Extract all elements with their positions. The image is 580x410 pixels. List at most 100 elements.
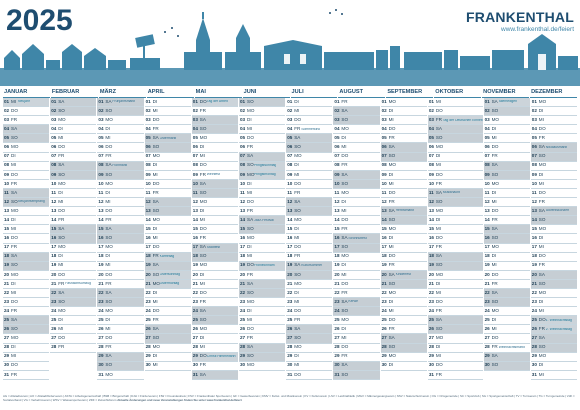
day-cell[interactable]: 22 MI (3, 289, 50, 299)
day-cell[interactable]: 18 DI (50, 253, 97, 262)
day-cell[interactable]: 02 SO (483, 107, 530, 117)
day-cell[interactable]: 14 FR (50, 216, 97, 226)
day-cell[interactable]: 31 FR (427, 371, 483, 380)
day-cell[interactable]: 30 SO (483, 361, 530, 371)
day-cell[interactable]: 12 MI (483, 198, 530, 208)
day-cell[interactable]: 15 MO (380, 225, 427, 235)
day-cell[interactable]: 18 DI (483, 253, 530, 262)
day-cell[interactable]: 13 SO (286, 207, 333, 217)
day-cell[interactable]: 02 DO (427, 107, 483, 117)
day-cell[interactable]: 10 MO (50, 180, 97, 189)
day-cell[interactable]: 17 MI (530, 244, 577, 253)
day-cell[interactable]: 18 DI (97, 253, 144, 262)
day-cell[interactable]: 29 MO (380, 353, 427, 362)
day-cell[interactable]: 04 SA (3, 125, 50, 135)
day-cell[interactable]: 29 SO (239, 352, 286, 362)
day-cell[interactable]: 07 MI (191, 153, 238, 162)
day-cell[interactable]: 04 SA (427, 125, 483, 135)
day-cell[interactable]: 11 DI (97, 189, 144, 199)
day-cell[interactable]: 25 DO 1. Weihnachtstag (530, 316, 577, 326)
day-cell[interactable]: 14 SA Jazz-Festival (239, 216, 286, 226)
day-cell[interactable]: 28 DI (3, 344, 50, 353)
day-cell[interactable]: 07 FR (483, 153, 530, 162)
day-cell[interactable]: 04 DO (380, 125, 427, 135)
day-cell[interactable]: 04 MO (333, 125, 380, 135)
day-cell[interactable]: 22 SO (239, 288, 286, 299)
day-cell[interactable]: 19 SO (3, 261, 50, 271)
day-cell[interactable]: 17 SO (333, 243, 380, 253)
day-cell[interactable]: 19 DO Fronleichnam (239, 261, 286, 271)
day-cell[interactable]: 20 DO (50, 271, 97, 280)
day-cell[interactable]: 15 SA (97, 225, 144, 235)
day-cell[interactable]: 16 DI (530, 234, 577, 244)
day-cell[interactable]: 28 MI (191, 344, 238, 353)
day-cell[interactable]: 09 SO (483, 170, 530, 180)
day-cell[interactable]: 04 SO (191, 125, 238, 135)
day-cell[interactable]: 08 SA Flohmarkt (97, 161, 144, 171)
day-cell[interactable]: 07 FR (97, 153, 144, 162)
day-cell[interactable]: 16 MI (144, 234, 191, 244)
day-cell[interactable]: 26 DI (333, 325, 380, 335)
day-cell[interactable]: 19 SA Kultursommer (286, 261, 333, 271)
day-cell[interactable]: 14 DO (333, 216, 380, 226)
day-cell[interactable]: 08 MI (3, 162, 50, 171)
day-cell[interactable]: 06 DO (483, 143, 530, 153)
day-cell[interactable]: 01 DI (286, 98, 333, 108)
day-cell[interactable]: 13 SO (144, 207, 191, 217)
day-cell[interactable]: 10 DI (239, 180, 286, 189)
day-cell[interactable]: 29 SA (483, 352, 530, 362)
day-cell[interactable]: 29 MO (530, 353, 577, 362)
day-cell[interactable]: 14 MI (191, 216, 238, 226)
day-cell[interactable]: 29 FR (333, 353, 380, 362)
day-cell[interactable]: 30 MI (286, 362, 333, 371)
day-cell[interactable]: 30 DI (380, 362, 427, 371)
day-cell[interactable]: 24 MI (530, 307, 577, 317)
day-cell[interactable]: 11 DI (483, 189, 530, 199)
day-cell[interactable]: 13 SA Adventskonzert (530, 207, 577, 217)
day-cell[interactable]: 03 FR Tag der Deutschen Einheit (427, 116, 483, 126)
day-cell[interactable]: 21 DI (3, 280, 50, 289)
day-cell[interactable]: 01 DO Tag der Arbeit (191, 98, 238, 108)
day-cell[interactable]: 25 MO (333, 316, 380, 326)
day-cell[interactable]: 25 MI (239, 316, 286, 326)
day-cell[interactable]: 06 MO (3, 143, 50, 153)
day-cell[interactable]: 07 MO (286, 153, 333, 162)
day-cell[interactable]: 22 DI (286, 289, 333, 299)
day-cell[interactable]: 28 MO (286, 344, 333, 353)
day-cell[interactable]: 22 MO (380, 289, 427, 299)
day-cell[interactable]: 30 MO (239, 362, 286, 371)
day-cell[interactable]: 27 MO (427, 334, 483, 344)
day-cell[interactable]: 30 SO (97, 361, 144, 371)
day-cell[interactable]: 15 DI (144, 225, 191, 235)
day-cell[interactable]: 03 DI (239, 116, 286, 126)
day-cell[interactable]: 22 SA (50, 288, 97, 299)
day-cell[interactable]: 11 FR (286, 189, 333, 199)
day-cell[interactable]: 16 DI (380, 234, 427, 244)
day-cell[interactable]: 09 MI (144, 171, 191, 180)
day-cell[interactable]: 15 SO (239, 225, 286, 235)
day-cell[interactable]: 10 DO (286, 180, 333, 189)
day-cell[interactable]: 21 DI (427, 280, 483, 289)
brand-url-link[interactable]: www.frankenthal.de/feiert (501, 26, 574, 33)
day-cell[interactable]: 17 MO (97, 244, 144, 253)
day-cell[interactable]: 11 MI (239, 189, 286, 199)
day-cell[interactable]: 13 MO (427, 207, 483, 217)
day-cell[interactable]: 08 SA (483, 161, 530, 171)
day-cell[interactable]: 04 FR Sommerkino (286, 125, 333, 135)
day-cell[interactable]: 02 MI (286, 107, 333, 117)
day-cell[interactable]: 01 DI (144, 98, 191, 108)
day-cell[interactable]: 15 MI (3, 225, 50, 235)
day-cell[interactable]: 27 SO (144, 334, 191, 344)
day-cell[interactable]: 01 SA Frühjahrsmarkt (97, 98, 144, 108)
day-cell[interactable]: 21 FR (97, 280, 144, 289)
day-cell[interactable]: 03 MO (50, 116, 97, 126)
day-cell[interactable]: 20 MI (333, 271, 380, 280)
day-cell[interactable]: 20 MO (427, 271, 483, 280)
day-cell[interactable]: 05 SA Ostermarkt (144, 134, 191, 144)
day-cell[interactable]: 24 MO (97, 307, 144, 317)
day-cell[interactable]: 24 DI (239, 307, 286, 317)
day-cell[interactable]: 09 MI (286, 171, 333, 180)
day-cell[interactable]: 15 MI (427, 225, 483, 235)
day-cell[interactable]: 07 DI (3, 153, 50, 162)
day-cell[interactable]: 25 DI (97, 316, 144, 326)
